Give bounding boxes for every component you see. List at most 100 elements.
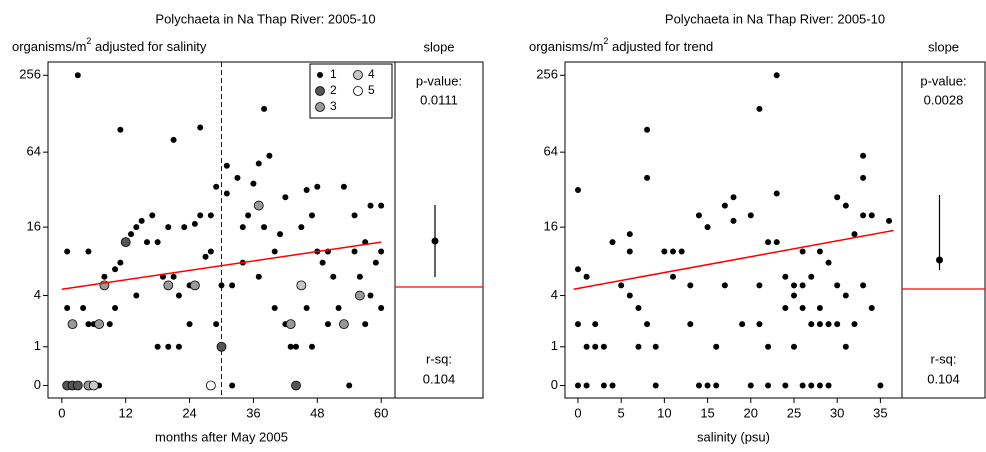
x-axis-label: months after May 2005 (155, 429, 288, 444)
x-tick-label: 48 (310, 405, 324, 420)
data-point (678, 248, 685, 255)
legend-marker (353, 70, 363, 80)
slope-label: slope (928, 39, 959, 54)
x-tick-label: 0 (574, 405, 581, 420)
data-point (626, 231, 633, 238)
data-point (261, 105, 268, 112)
data-point (354, 290, 365, 301)
data-point (695, 212, 702, 219)
data-point (234, 174, 241, 181)
data-point (860, 282, 867, 289)
data-point (756, 321, 763, 328)
data-point (860, 212, 867, 219)
data-point (661, 248, 668, 255)
data-point (285, 319, 296, 330)
data-point (282, 194, 289, 201)
data-point (165, 224, 172, 231)
data-point (670, 248, 677, 255)
data-point (868, 212, 875, 219)
data-point (713, 382, 720, 389)
data-point (372, 259, 379, 266)
x-tick-label: 12 (118, 405, 132, 420)
data-point (175, 292, 182, 299)
data-point (808, 273, 815, 280)
data-point (574, 187, 581, 194)
data-point (319, 259, 326, 266)
data-point (808, 321, 815, 328)
data-point (834, 321, 841, 328)
data-point (207, 212, 214, 219)
data-point (747, 212, 754, 219)
data-point (670, 273, 677, 280)
data-point (773, 190, 780, 197)
data-point (117, 126, 124, 133)
y-tick-label: 64 (544, 144, 558, 159)
y-tick-label: 16 (544, 219, 558, 234)
data-point (202, 253, 209, 260)
data-point (825, 382, 832, 389)
data-point (782, 273, 789, 280)
data-point (239, 224, 246, 231)
legend-label: 5 (368, 83, 375, 97)
data-point (652, 382, 659, 389)
legend-marker (315, 86, 325, 96)
data-point (175, 343, 182, 350)
legend-label: 4 (368, 67, 375, 81)
data-point (739, 321, 746, 328)
y-axis-label-text: adjusted for salinity (91, 39, 206, 54)
data-point (583, 343, 590, 350)
data-point (154, 343, 161, 350)
data-point (67, 319, 78, 330)
data-point (64, 305, 71, 312)
data-point (721, 282, 728, 289)
data-point (335, 305, 342, 312)
data-point (205, 380, 216, 391)
data-point (324, 321, 331, 328)
legend-label: 1 (330, 67, 337, 81)
data-point (592, 321, 599, 328)
data-point (218, 282, 225, 289)
slope-estimate (431, 237, 439, 245)
data-point (574, 266, 581, 273)
y-tick-label: 1 (34, 338, 41, 353)
data-point (255, 160, 262, 167)
data-point (271, 248, 278, 255)
data-point (644, 321, 651, 328)
data-point (834, 282, 841, 289)
x-tick-label: 24 (182, 405, 196, 420)
slope-estimate (936, 256, 943, 264)
data-point (756, 105, 763, 112)
data-point (261, 224, 268, 231)
data-point (143, 239, 150, 246)
r-sq-value: 0.104 (927, 371, 960, 386)
x-tick-label: 60 (374, 405, 388, 420)
data-point (298, 224, 305, 231)
r-sq-label: r-sq: (931, 351, 957, 366)
data-point (609, 239, 616, 246)
data-point (80, 305, 87, 312)
data-point (704, 382, 711, 389)
x-tick-label: 20 (744, 405, 758, 420)
data-point (170, 136, 177, 143)
y-tick-label: 4 (551, 287, 558, 302)
data-point (816, 248, 823, 255)
data-point (216, 341, 227, 352)
trend-line (573, 229, 894, 290)
x-tick-label: 5 (618, 405, 625, 420)
x-tick-label: 10 (657, 405, 671, 420)
data-point (197, 212, 204, 219)
data-point (765, 382, 772, 389)
data-point (842, 343, 849, 350)
data-point (133, 224, 140, 231)
data-point (851, 321, 858, 328)
data-point (133, 292, 140, 299)
slope-frame (394, 61, 484, 399)
data-point (790, 343, 797, 350)
data-point (808, 382, 815, 389)
x-tick-label: 15 (700, 405, 714, 420)
data-point (308, 343, 315, 350)
data-point (626, 292, 633, 299)
data-point (860, 174, 867, 181)
data-point (695, 382, 702, 389)
data-point (213, 321, 220, 328)
